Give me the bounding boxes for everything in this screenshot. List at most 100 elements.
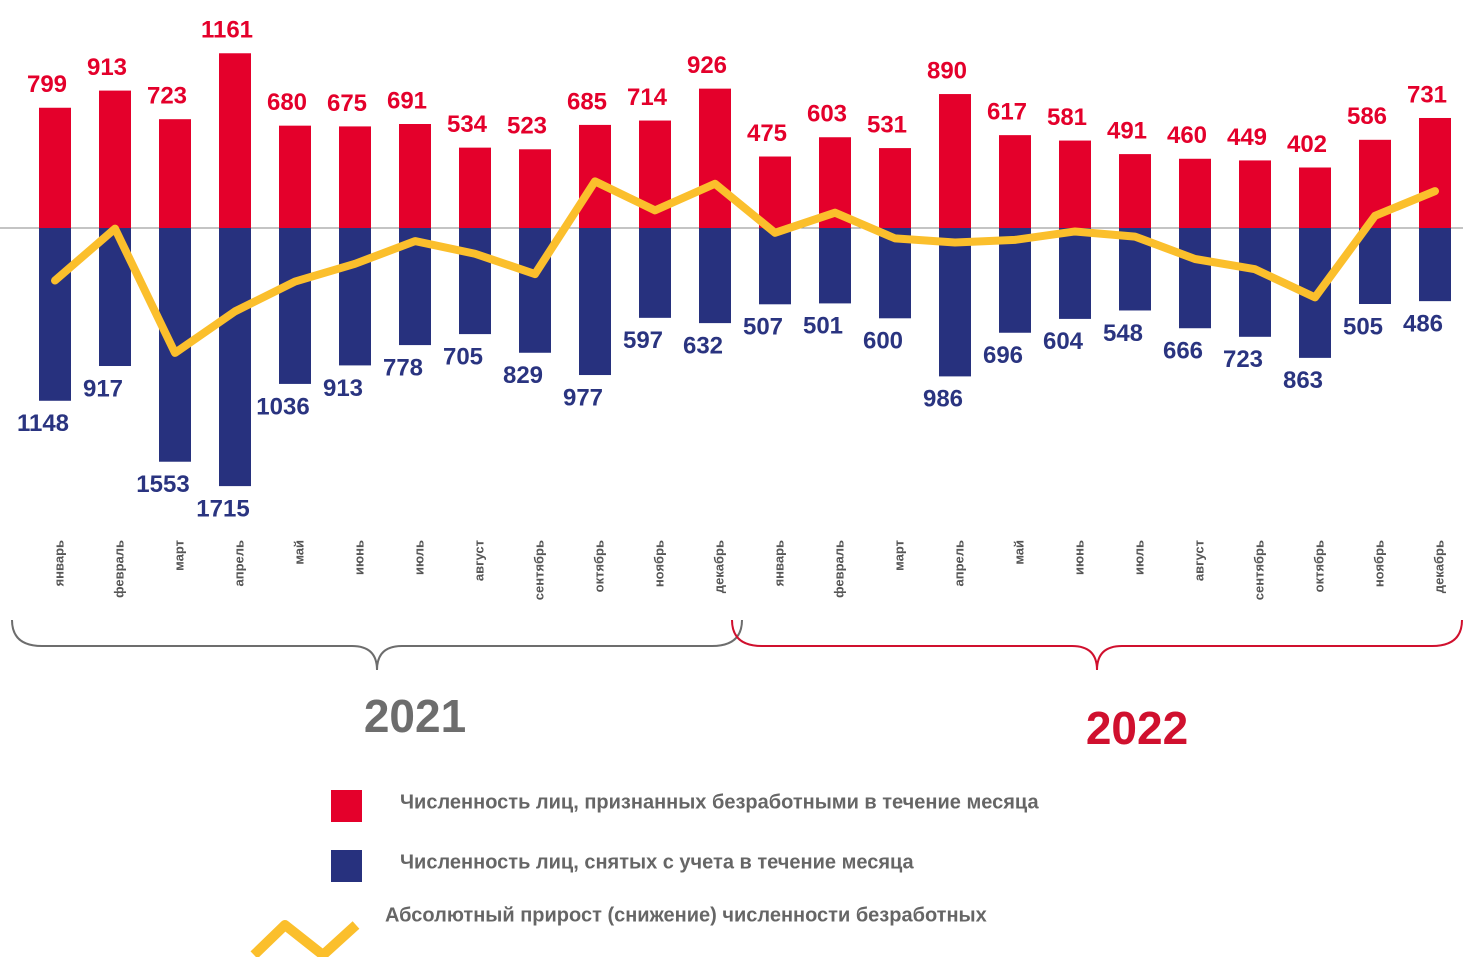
legend-swatch bbox=[250, 920, 360, 957]
value-label: 714 bbox=[627, 84, 668, 111]
value-label: 723 bbox=[1223, 346, 1263, 373]
value-label: 863 bbox=[1283, 367, 1323, 394]
bar bbox=[699, 228, 731, 324]
value-label: 890 bbox=[927, 57, 967, 84]
value-label: 1715 bbox=[196, 495, 249, 522]
bar bbox=[279, 125, 311, 228]
value-label: 675 bbox=[327, 90, 367, 117]
bar bbox=[1419, 117, 1451, 228]
x-tick-label: июль bbox=[411, 540, 426, 575]
value-label: 799 bbox=[27, 71, 67, 98]
value-label: 581 bbox=[1047, 104, 1087, 131]
value-label: 586 bbox=[1347, 103, 1387, 130]
bar bbox=[39, 107, 71, 228]
value-label: 1036 bbox=[256, 393, 309, 420]
bar bbox=[339, 228, 371, 366]
value-label: 531 bbox=[867, 111, 907, 138]
x-tick-label: февраль bbox=[111, 540, 126, 598]
value-label: 548 bbox=[1103, 320, 1143, 347]
legend-label: Численность лиц, снятых с учета в течени… bbox=[400, 851, 915, 873]
bar bbox=[519, 228, 551, 353]
year-brace bbox=[11, 619, 743, 671]
bar bbox=[99, 90, 131, 228]
year-label: 2021 bbox=[364, 690, 466, 742]
value-label: 986 bbox=[923, 386, 963, 413]
x-tick-label: январь bbox=[51, 540, 66, 586]
x-tick-label: декабрь bbox=[711, 540, 726, 593]
value-label: 1161 bbox=[201, 17, 253, 44]
value-label: 491 bbox=[1107, 117, 1147, 144]
bar bbox=[1239, 160, 1271, 228]
value-label: 486 bbox=[1403, 310, 1443, 337]
value-label: 1553 bbox=[136, 471, 189, 498]
value-label: 680 bbox=[267, 89, 307, 116]
x-tick-label: октябрь bbox=[1311, 540, 1326, 592]
value-label: 617 bbox=[987, 98, 1027, 125]
x-tick-label: май bbox=[1011, 540, 1026, 565]
value-label: 705 bbox=[443, 343, 483, 370]
value-label: 829 bbox=[503, 362, 543, 389]
bar bbox=[999, 228, 1031, 333]
bar bbox=[1059, 228, 1091, 319]
bar bbox=[339, 126, 371, 228]
bar bbox=[279, 228, 311, 384]
bar bbox=[159, 119, 191, 228]
bar bbox=[759, 156, 791, 228]
value-label: 534 bbox=[447, 111, 488, 138]
value-label: 604 bbox=[1043, 328, 1084, 355]
bar bbox=[939, 94, 971, 229]
bar bbox=[459, 228, 491, 335]
x-tick-label: апрель bbox=[231, 540, 246, 587]
bar bbox=[1419, 228, 1451, 302]
value-label: 913 bbox=[323, 375, 363, 402]
value-label: 597 bbox=[623, 327, 663, 354]
value-label: 723 bbox=[147, 83, 187, 110]
value-label: 603 bbox=[807, 101, 847, 128]
bar bbox=[399, 124, 431, 228]
x-tick-label: июль bbox=[1131, 540, 1146, 575]
x-tick-label: май bbox=[291, 540, 306, 565]
value-label: 632 bbox=[683, 332, 723, 359]
value-label: 691 bbox=[387, 87, 427, 114]
legend-label: Абсолютный прирост (снижение) численност… bbox=[385, 904, 987, 926]
x-tick-label: август bbox=[471, 540, 486, 581]
x-tick-label: июнь bbox=[1071, 540, 1086, 575]
x-tick-label: сентябрь bbox=[531, 540, 546, 600]
legend-swatch bbox=[331, 790, 362, 822]
bar bbox=[579, 124, 611, 228]
value-label: 696 bbox=[983, 342, 1023, 369]
legend-swatch bbox=[331, 850, 362, 882]
x-tick-label: март bbox=[891, 540, 906, 571]
x-tick-label: июнь bbox=[351, 540, 366, 575]
bar bbox=[699, 88, 731, 229]
x-tick-label: ноябрь bbox=[651, 540, 666, 587]
bar bbox=[879, 148, 911, 228]
bar bbox=[759, 228, 791, 305]
bar bbox=[1239, 228, 1271, 337]
x-tick-label: март bbox=[171, 540, 186, 571]
year-brace bbox=[731, 619, 1463, 671]
bar bbox=[819, 228, 851, 304]
value-label: 666 bbox=[1163, 338, 1203, 365]
value-label: 460 bbox=[1167, 122, 1207, 149]
year-label: 2022 bbox=[1086, 702, 1188, 754]
bar bbox=[939, 228, 971, 377]
value-label: 977 bbox=[563, 384, 603, 411]
bar bbox=[999, 135, 1031, 228]
bar bbox=[39, 228, 71, 401]
bar bbox=[1119, 154, 1151, 228]
value-label: 778 bbox=[383, 354, 423, 381]
bar bbox=[219, 228, 251, 487]
value-label: 926 bbox=[687, 52, 727, 79]
bar bbox=[1059, 140, 1091, 228]
value-label: 913 bbox=[87, 54, 127, 81]
value-label: 449 bbox=[1227, 124, 1267, 151]
line-series bbox=[51, 177, 1439, 357]
bar bbox=[1359, 228, 1391, 305]
x-tick-label: август bbox=[1191, 540, 1206, 581]
value-label: 1148 bbox=[17, 410, 69, 437]
value-label: 600 bbox=[863, 328, 903, 355]
bar bbox=[1299, 167, 1331, 228]
x-tick-label: январь bbox=[771, 540, 786, 586]
